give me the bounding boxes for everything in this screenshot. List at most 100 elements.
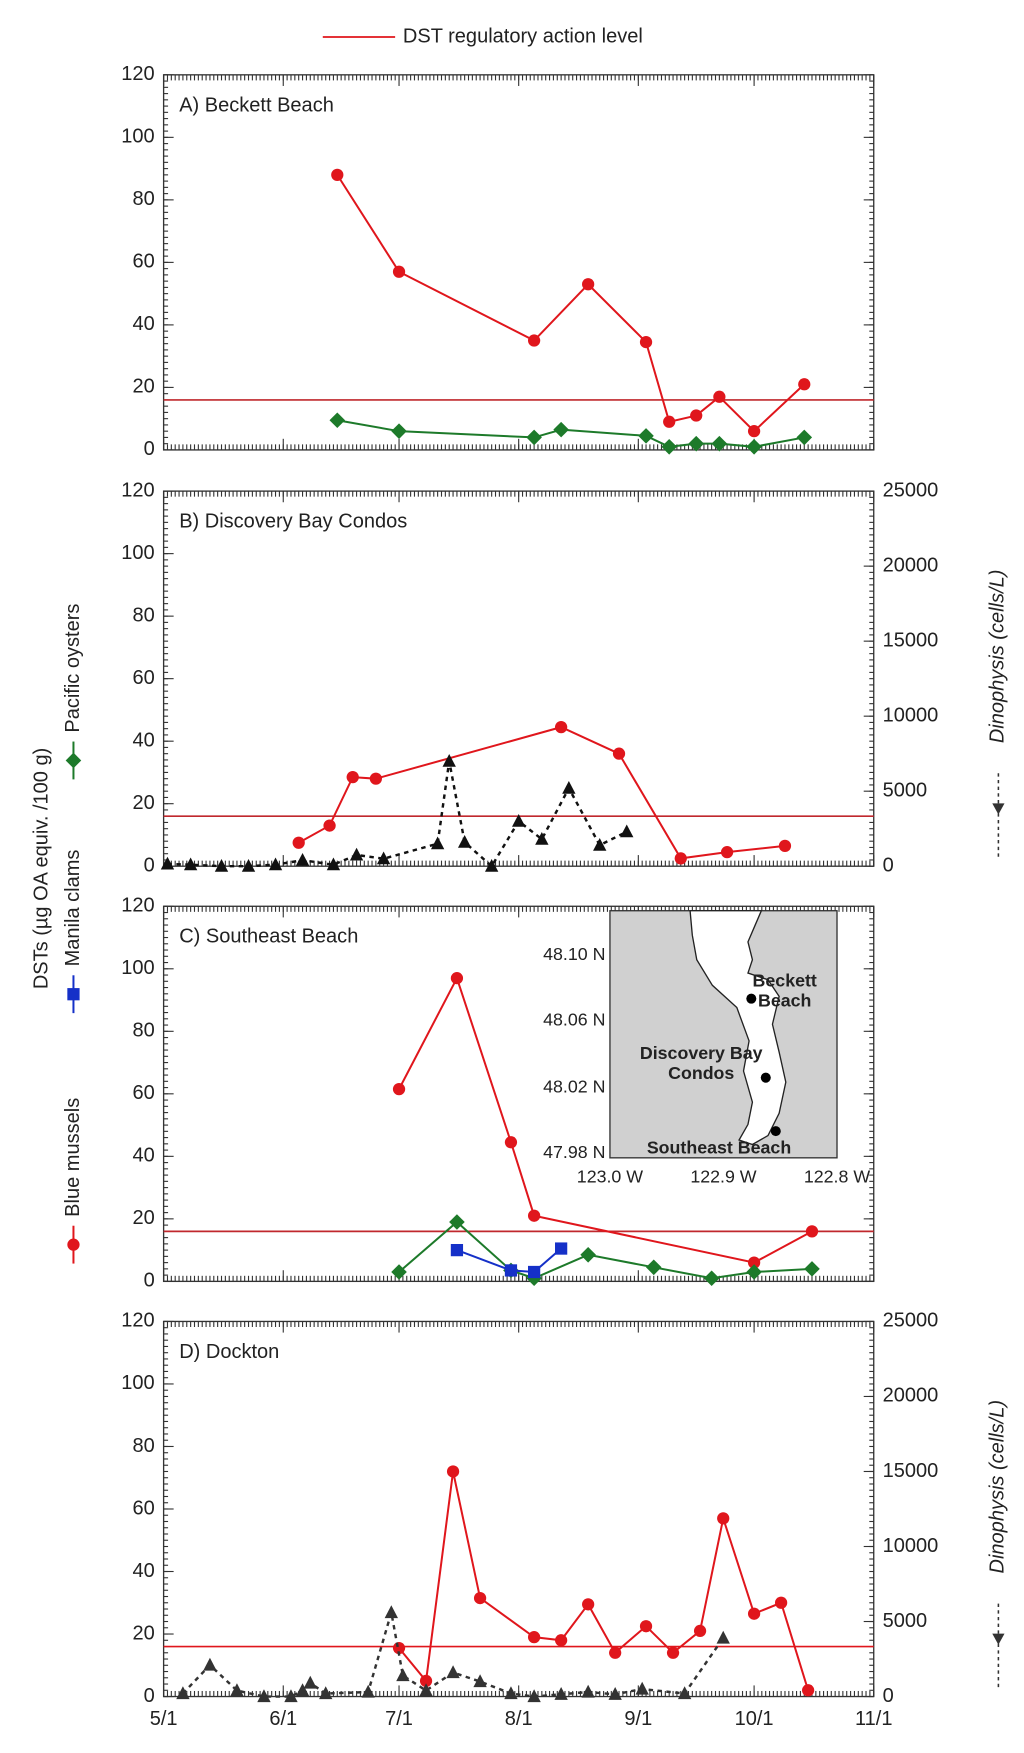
marker	[284, 1689, 298, 1703]
marker	[504, 1136, 518, 1149]
y-tick-label: 80	[132, 1435, 154, 1457]
marker	[711, 435, 728, 452]
marker	[446, 1665, 460, 1679]
marker	[392, 1641, 406, 1655]
y2-tick-label: 5000	[883, 779, 928, 801]
map-site-label: Beckett	[753, 971, 817, 991]
y-tick-label: 60	[132, 251, 154, 273]
y-tick-label: 120	[121, 895, 154, 917]
map-lat-label: 48.10 N	[543, 944, 605, 964]
marker	[554, 1687, 568, 1700]
marker	[295, 852, 310, 866]
marker	[323, 819, 336, 832]
x-tick-label: 7/1	[385, 1708, 413, 1730]
panel-title: A) Beckett Beach	[179, 94, 334, 116]
marker	[392, 1083, 406, 1096]
series-line	[337, 419, 805, 448]
marker	[666, 1646, 680, 1659]
marker	[663, 415, 676, 428]
y-tick-label: 80	[132, 1020, 154, 1042]
y-tick-label: 20	[132, 1207, 154, 1229]
marker	[241, 858, 256, 872]
marker	[639, 1620, 653, 1633]
y2-tick-label: 0	[883, 855, 894, 877]
y2-tick-label: 25000	[883, 1310, 939, 1332]
y-tick-label: 40	[132, 313, 154, 335]
map-site-label: Condos	[668, 1063, 734, 1083]
marker	[674, 852, 687, 865]
marker	[703, 1270, 720, 1287]
marker	[713, 390, 726, 403]
marker	[562, 780, 576, 794]
marker	[582, 1598, 595, 1611]
marker	[349, 847, 364, 861]
marker	[214, 858, 229, 872]
marker	[384, 1605, 398, 1619]
legend-item: Manila clams	[62, 850, 84, 1014]
marker	[693, 1624, 707, 1638]
map-lat-label: 47.98 N	[543, 1142, 605, 1162]
y-tick-label: 80	[132, 604, 154, 626]
y-tick-label: 100	[121, 126, 154, 148]
y-tick-label: 40	[132, 1560, 154, 1582]
marker	[555, 1242, 568, 1255]
y2-legend-marker	[992, 1633, 1005, 1645]
marker	[527, 1689, 541, 1703]
marker	[581, 1684, 595, 1698]
marker	[392, 265, 406, 278]
y2-axis-label-group: Dinophysis (cells/L)	[987, 570, 1009, 857]
marker	[608, 1687, 622, 1700]
marker	[798, 378, 811, 391]
marker	[802, 1684, 815, 1697]
y-tick-label: 100	[121, 542, 154, 564]
y2-tick-label: 20000	[883, 554, 939, 576]
marker	[746, 439, 762, 455]
marker	[555, 1634, 568, 1647]
y2-legend-marker	[992, 803, 1005, 815]
y2-tick-label: 25000	[883, 479, 939, 501]
marker	[473, 1674, 487, 1688]
series-line	[456, 1247, 562, 1274]
marker	[527, 1265, 541, 1279]
marker	[527, 1209, 541, 1222]
marker	[391, 1264, 407, 1280]
marker	[553, 421, 569, 438]
marker	[555, 720, 568, 734]
marker	[331, 168, 344, 181]
marker	[527, 334, 541, 347]
y-tick-label: 0	[144, 855, 155, 877]
map-lat-label: 48.06 N	[543, 1010, 605, 1030]
marker	[303, 1675, 317, 1689]
marker	[747, 425, 761, 438]
y-tick-label: 40	[132, 729, 154, 751]
marker	[639, 335, 653, 349]
marker	[504, 1264, 518, 1277]
marker	[473, 1591, 487, 1605]
map-site	[746, 993, 757, 1004]
y-tick-label: 20	[132, 376, 154, 398]
x-tick-label: 5/1	[150, 1708, 178, 1730]
marker	[635, 1681, 649, 1695]
map-site-label: Southeast Beach	[647, 1138, 791, 1158]
x-tick-label: 8/1	[505, 1708, 533, 1730]
map-lon-label: 122.9 W	[690, 1167, 756, 1187]
marker	[446, 1465, 460, 1478]
panel-title: B) Discovery Bay Condos	[179, 511, 407, 533]
y-tick-label: 60	[132, 667, 154, 689]
marker	[778, 839, 792, 853]
y2-tick-label: 0	[883, 1685, 894, 1707]
marker	[268, 857, 283, 871]
marker	[720, 846, 734, 859]
map-lat-label: 48.02 N	[543, 1076, 605, 1096]
marker	[593, 837, 607, 851]
y-tick-label: 80	[132, 188, 154, 210]
y-tick-label: 20	[132, 1622, 154, 1644]
map-water	[689, 910, 787, 1146]
legend-marker	[65, 752, 82, 769]
marker	[484, 858, 499, 872]
legend-marker	[67, 1238, 80, 1251]
series-line	[167, 760, 628, 869]
y2-tick-label: 15000	[883, 629, 939, 651]
map-site	[760, 1072, 771, 1083]
